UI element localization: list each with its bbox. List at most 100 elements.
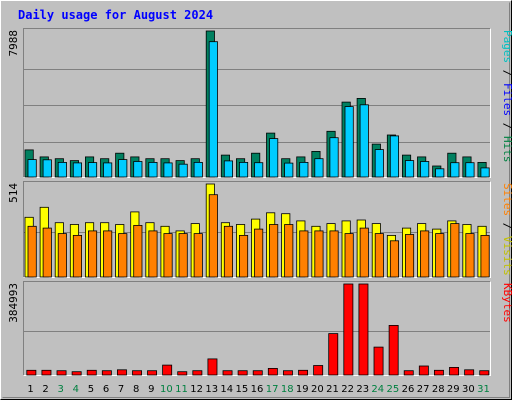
chart-title: Daily usage for August 2024: [18, 8, 213, 22]
x-label-day-14: 14: [220, 384, 233, 395]
bar-kbytes-day-5: [86, 369, 97, 376]
bar-kbytes-day-28: [433, 369, 444, 376]
bar-pages-day-22: [344, 106, 354, 178]
bar-pages-day-13: [208, 41, 218, 178]
bar-sites-day-6: [103, 230, 113, 278]
bar-pages-day-15: [238, 161, 249, 178]
x-label-day-11: 11: [175, 384, 188, 395]
legend-part: Files: [501, 83, 512, 116]
bar-pages-day-26: [404, 160, 415, 178]
bar-sites-day-31: [480, 234, 490, 278]
x-label-day-24: 24: [371, 384, 384, 395]
bar-pages-day-2: [42, 159, 52, 178]
bar-sites-day-20: [314, 230, 324, 278]
bar-pages-day-25: [389, 135, 399, 178]
bar-sites-day-29: [450, 223, 460, 278]
bar-sites-day-11: [178, 233, 188, 278]
bar-kbytes-day-29: [449, 366, 460, 376]
bar-pages-day-6: [103, 162, 113, 178]
bar-sites-day-22: [344, 233, 354, 278]
bar-sites-day-8: [133, 224, 143, 278]
bar-kbytes-day-15: [237, 370, 248, 376]
bar-pages-day-9: [148, 161, 158, 178]
bar-pages-day-19: [299, 161, 309, 178]
bar-sites-day-27: [420, 230, 430, 278]
panel-edge-dark: [23, 181, 491, 278]
bar-sites-day-13: [208, 194, 218, 278]
x-label-day-28: 28: [432, 384, 445, 395]
bar-kbytes-day-1: [26, 369, 37, 376]
bar-kbytes-day-3: [56, 370, 67, 376]
x-label-day-21: 21: [326, 384, 339, 395]
bar-kbytes-day-30: [464, 369, 475, 376]
bar-kbytes-day-12: [192, 370, 203, 376]
bar-kbytes-day-8: [132, 370, 143, 376]
bar-sites-day-15: [238, 234, 249, 278]
bar-sites-day-19: [299, 230, 309, 278]
bar-sites-day-25: [389, 240, 399, 278]
legend-visits-sites: Sites / Visits: [501, 183, 512, 276]
panel-edge-light: [23, 281, 491, 376]
x-label-day-12: 12: [190, 384, 203, 395]
bar-kbytes-day-21: [328, 333, 339, 376]
x-label-day-16: 16: [251, 384, 264, 395]
x-label-day-13: 13: [205, 384, 218, 395]
x-label-day-20: 20: [311, 384, 324, 395]
legend-part: /: [501, 116, 512, 136]
bar-kbytes-day-9: [147, 370, 158, 376]
bar-pages-day-7: [118, 159, 128, 178]
x-label-day-25: 25: [387, 384, 400, 395]
bar-kbytes-day-23: [358, 283, 369, 376]
legend-part: /: [501, 216, 512, 236]
bar-sites-day-14: [223, 225, 234, 278]
bar-kbytes-day-4: [71, 371, 82, 376]
bar-sites-day-16: [254, 228, 264, 278]
bar-pages-day-29: [450, 162, 460, 178]
x-label-day-29: 29: [447, 384, 460, 395]
bar-kbytes-day-27: [418, 365, 429, 376]
bar-sites-day-7: [118, 233, 128, 278]
chart-panels: 7988 Pages / Files / Hits 514 Sites / Visit…: [7, 28, 512, 376]
x-label-day-27: 27: [417, 384, 430, 395]
legend-part: /: [501, 63, 512, 83]
panel-hits-files-pages: 7988 Pages / Files / Hits: [7, 28, 512, 178]
bar-kbytes-day-7: [117, 369, 127, 376]
bar-pages-day-4: [72, 162, 83, 178]
x-label-day-9: 9: [148, 384, 154, 395]
bar-kbytes-day-18: [282, 370, 293, 376]
bar-sites-day-18: [284, 224, 294, 278]
bar-pages-day-27: [420, 161, 430, 178]
bar-sites-day-21: [329, 230, 339, 278]
legend-part: KBytes: [501, 283, 512, 323]
bar-kbytes-day-14: [222, 370, 233, 376]
bar-pages-day-17: [269, 138, 279, 178]
bar-sites-day-17: [269, 224, 279, 278]
bar-pages-day-23: [359, 104, 369, 178]
legend-part: Pages: [501, 30, 512, 63]
panel-edge-light: [23, 28, 491, 178]
bar-pages-day-1: [27, 159, 37, 178]
bar-sites-day-28: [435, 233, 445, 278]
x-label-day-3: 3: [58, 384, 64, 395]
bar-sites-day-24: [374, 233, 384, 278]
bar-kbytes-day-31: [479, 370, 490, 376]
panel-kbytes: 384993 KBytes: [7, 281, 512, 376]
panel-edge-dark: [23, 28, 491, 178]
x-label-day-17: 17: [266, 384, 279, 395]
x-label-day-18: 18: [281, 384, 294, 395]
x-label-day-15: 15: [236, 384, 249, 395]
bar-pages-day-5: [88, 162, 98, 178]
x-label-day-30: 30: [462, 384, 475, 395]
x-label-day-5: 5: [88, 384, 94, 395]
bar-pages-day-20: [314, 158, 324, 178]
panel-edge-dark: [23, 281, 491, 376]
bar-kbytes-day-25: [388, 324, 399, 376]
bar-sites-day-10: [163, 233, 173, 278]
bar-kbytes-day-22: [343, 283, 354, 376]
x-label-day-8: 8: [133, 384, 139, 395]
bar-pages-day-8: [133, 161, 143, 178]
legend-kbytes: KBytes: [501, 283, 512, 323]
bar-kbytes-day-17: [267, 367, 278, 376]
bar-pages-day-24: [374, 149, 384, 178]
